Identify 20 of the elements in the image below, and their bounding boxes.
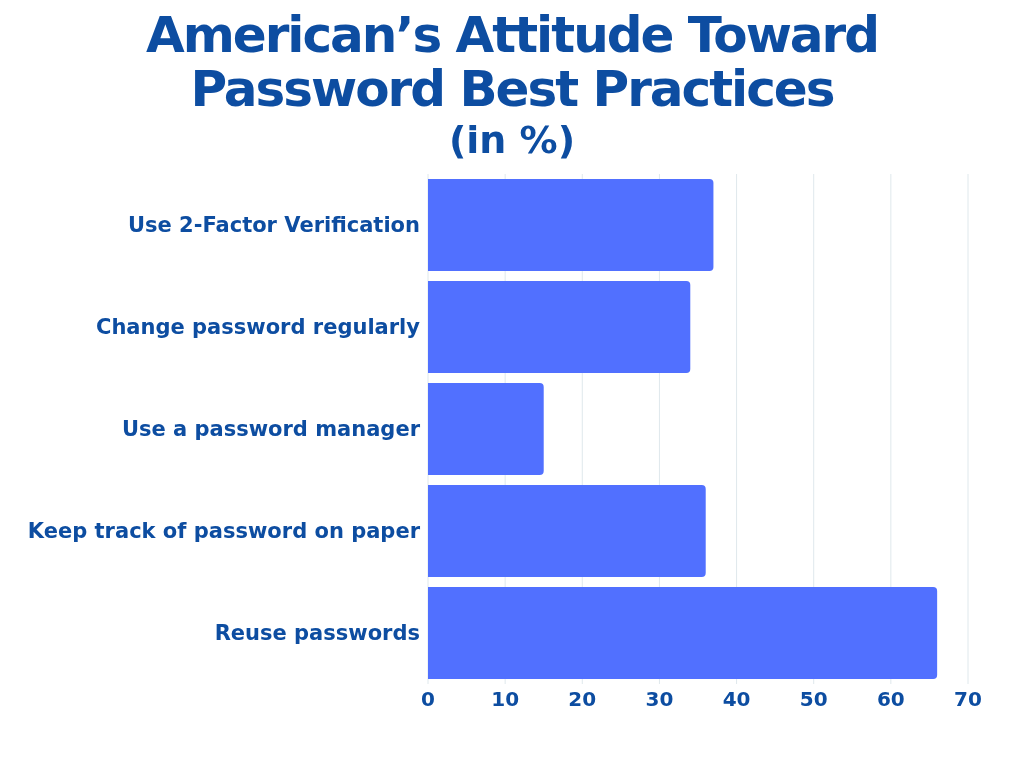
x-tick-label: 0: [421, 687, 435, 712]
x-tick-label: 50: [799, 687, 828, 712]
bar: [428, 587, 938, 680]
x-tick-label: 20: [568, 687, 597, 712]
y-tick-label: Keep track of password on paper: [27, 519, 421, 544]
y-tick-label: Reuse passwords: [214, 621, 420, 646]
bar: [428, 179, 714, 272]
y-tick-label: Use 2-Factor Verification: [127, 213, 420, 238]
y-tick-label: Change password regularly: [96, 315, 421, 340]
y-tick-label: Use a password manager: [121, 417, 421, 442]
x-tick-label: 70: [954, 687, 982, 712]
bar: [428, 485, 706, 578]
bar: [428, 383, 544, 476]
chart-title: American’s Attitude Toward Password Best Practices: [144, 6, 880, 118]
x-tick-label: 30: [645, 687, 674, 712]
bar: [428, 281, 691, 374]
x-tick-label: 10: [491, 687, 520, 712]
chart-subtitle: (in %): [447, 117, 577, 164]
x-tick-label: 60: [876, 687, 905, 712]
x-tick-label: 40: [722, 687, 751, 712]
